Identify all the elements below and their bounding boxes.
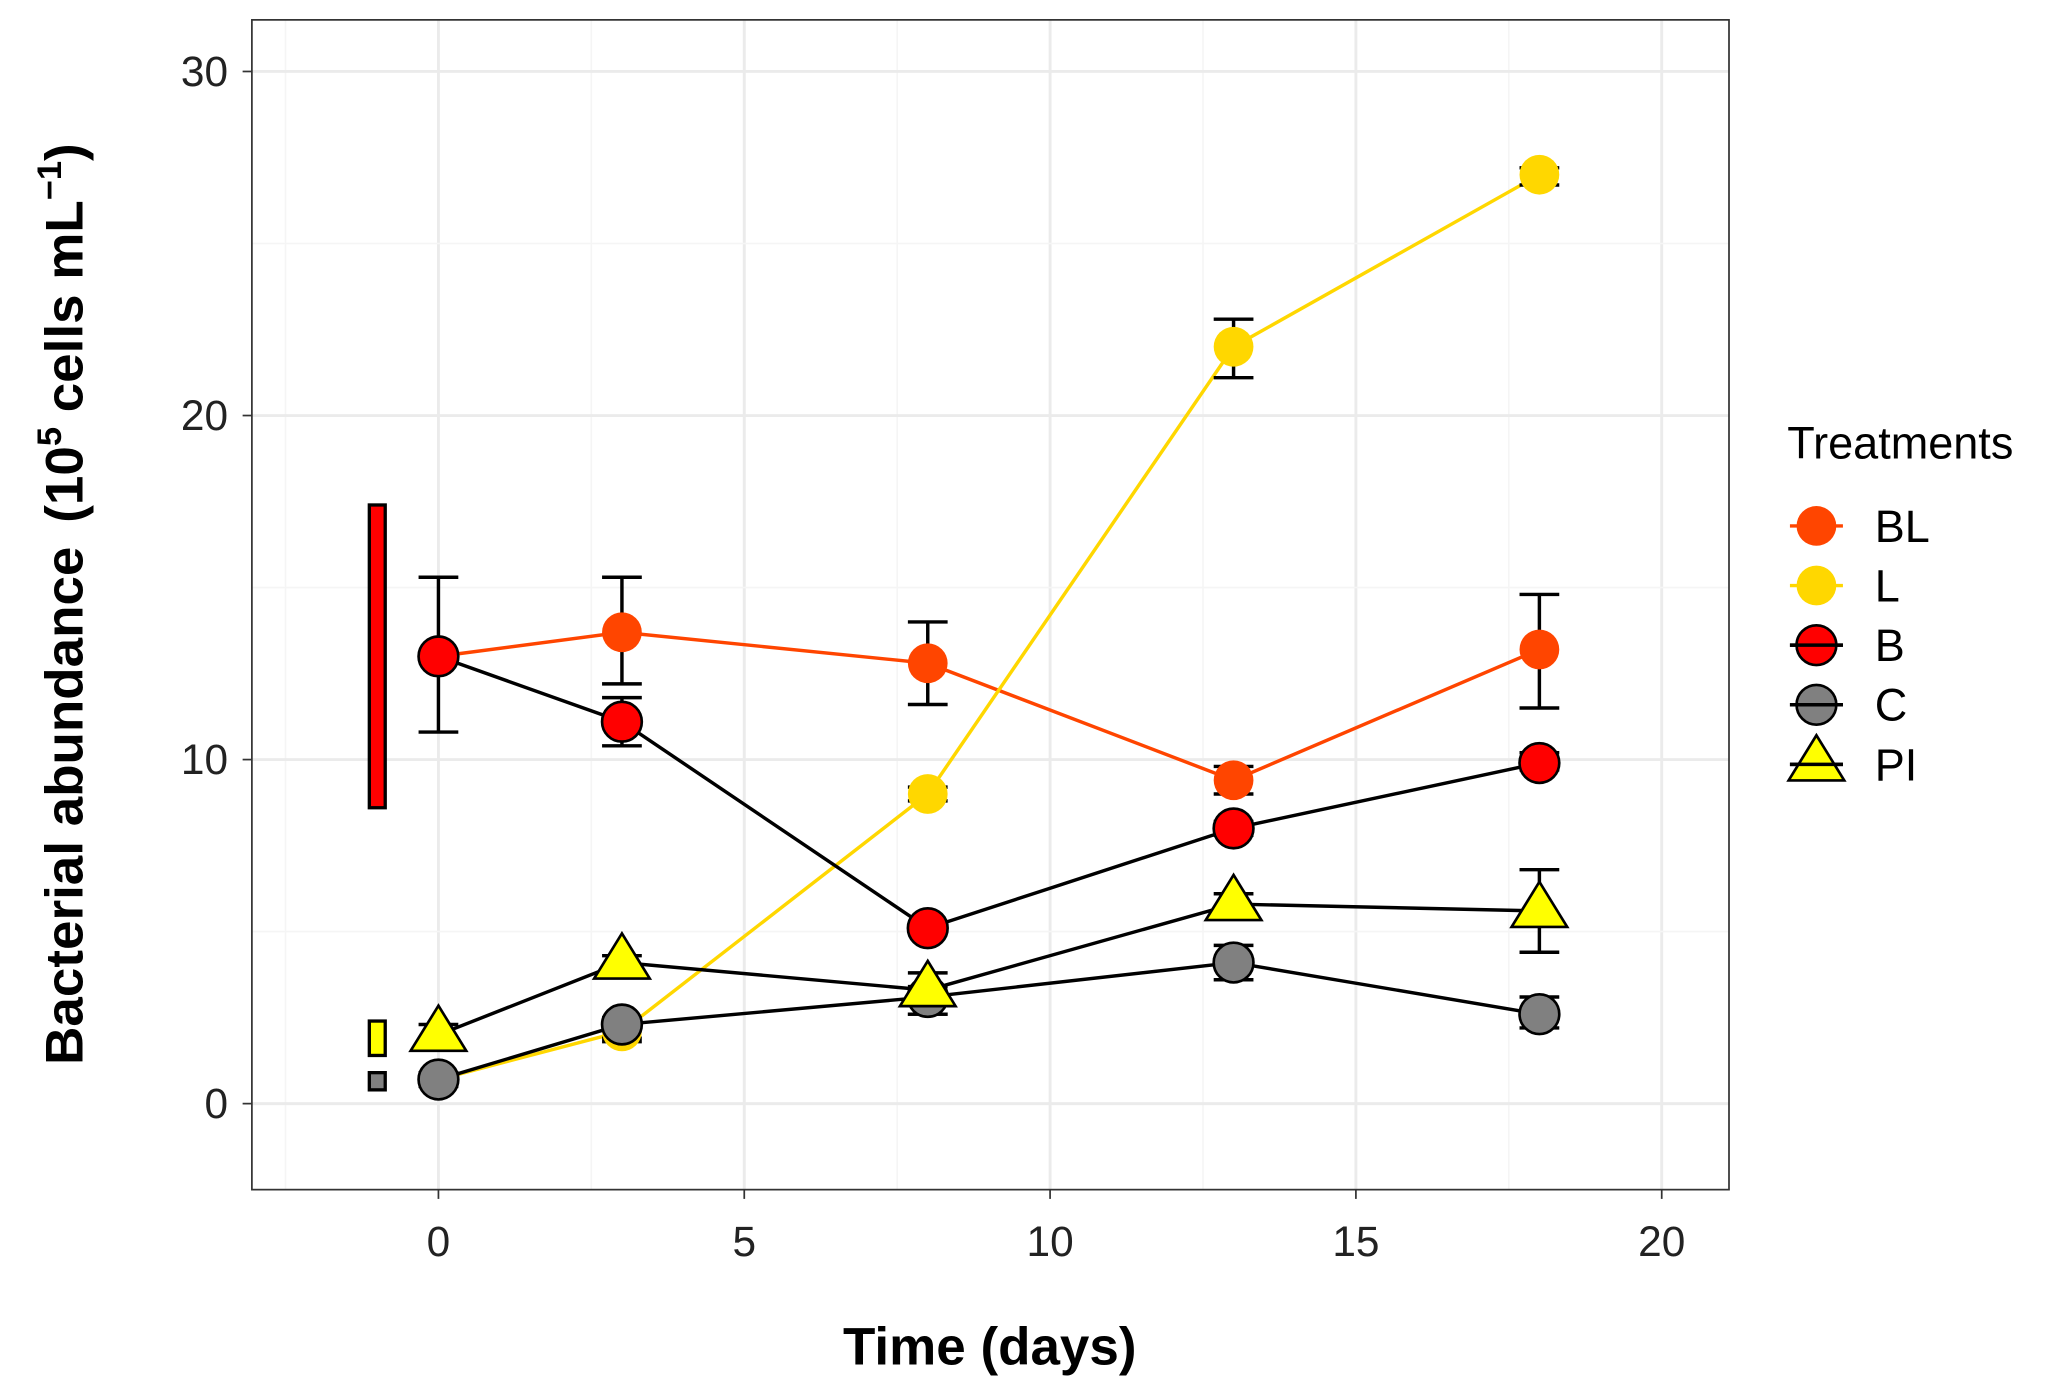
point-BL xyxy=(907,643,948,684)
point-BL xyxy=(1796,506,1837,546)
point-B xyxy=(1518,741,1561,785)
y-axis-title-mid: cells mL xyxy=(35,200,94,427)
point-BL xyxy=(1519,629,1560,670)
error-bars xyxy=(418,166,1560,1089)
initial-range-bar xyxy=(367,1071,387,1092)
x-tick-label: 5 xyxy=(732,1218,756,1265)
y-axis-title-exp2: −1 xyxy=(31,161,69,200)
legend-label: L xyxy=(1875,560,1900,611)
plot-border xyxy=(251,19,1730,1191)
point-C xyxy=(1518,992,1561,1036)
x-tick-label: 10 xyxy=(1027,1218,1074,1265)
legend-label: C xyxy=(1875,680,1908,731)
x-tick-label: 15 xyxy=(1332,1218,1379,1265)
point-PI xyxy=(408,1003,469,1053)
point-C xyxy=(1212,941,1255,984)
y-axis-title-close: ) xyxy=(35,143,94,161)
y-tick-label: 10 xyxy=(181,736,228,783)
legend-title: Treatments xyxy=(1787,417,2013,468)
point-B xyxy=(417,635,460,678)
initial-range-bar xyxy=(367,1019,387,1058)
point-L xyxy=(1796,565,1837,606)
legend-label: PI xyxy=(1875,739,1918,790)
y-axis-title-exp1: 5 xyxy=(31,427,69,446)
legend-item-PI: PI xyxy=(1786,732,1918,790)
y-tick-label: 0 xyxy=(204,1080,228,1127)
legend-label: B xyxy=(1875,620,1905,671)
point-BL xyxy=(602,612,642,653)
point-L xyxy=(907,774,948,814)
data-points xyxy=(408,154,1570,1101)
point-B xyxy=(1212,807,1255,850)
point-PI xyxy=(1509,879,1570,929)
y-axis-title: Bacterial abundance (105 cells mL−1) xyxy=(31,143,94,1065)
initial-ranges xyxy=(367,503,387,1092)
legend-item-C: C xyxy=(1789,680,1908,731)
point-C xyxy=(600,1003,644,1046)
point-PI xyxy=(591,930,653,980)
y-tick-label: 20 xyxy=(181,392,228,439)
x-tick-label: 20 xyxy=(1638,1218,1685,1265)
legend-label: BL xyxy=(1875,501,1930,552)
y-axis-title-open: (10 xyxy=(35,446,94,523)
point-L xyxy=(1519,154,1560,195)
y-axis-title-main: Bacterial abundance xyxy=(35,547,94,1065)
point-BL xyxy=(1213,760,1254,801)
point-B xyxy=(906,906,949,950)
legend-item-L: L xyxy=(1789,560,1900,611)
legend: Treatments BL LBC PI xyxy=(1786,417,2013,790)
legend-item-BL: BL xyxy=(1789,501,1930,552)
point-B xyxy=(600,700,644,743)
legend-item-B: B xyxy=(1789,620,1905,671)
point-PI xyxy=(1786,732,1847,782)
y-tick-label: 30 xyxy=(181,48,228,95)
point-L xyxy=(1213,326,1254,367)
grid xyxy=(251,19,1729,1190)
x-tick-label: 0 xyxy=(427,1218,451,1265)
point-C xyxy=(417,1058,460,1101)
point-PI xyxy=(1203,872,1264,922)
x-axis-title: Time (days) xyxy=(843,1318,1136,1377)
point-PI xyxy=(897,958,958,1008)
initial-range-bar xyxy=(367,503,387,810)
ticks: 0 5 10 15 20 0 10 20 30 xyxy=(181,48,1685,1265)
